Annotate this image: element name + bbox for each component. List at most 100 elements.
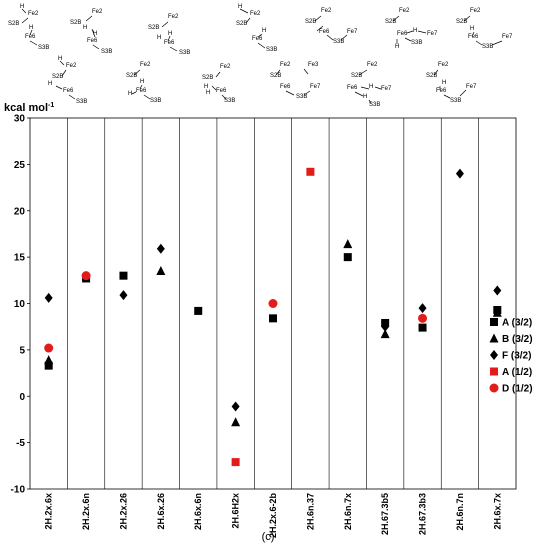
atom-label: H [140,79,144,85]
atom-label: H [93,31,97,37]
atom-label: S2B [270,73,281,79]
bond-line [143,94,151,100]
atom-label: S2B [202,75,213,81]
legend-label: B (3/2) [502,334,533,345]
atom-label: S3B [266,47,277,53]
atom-label: S2B [426,73,437,79]
atom-label: S3B [333,39,344,45]
atom-label: S3B [76,99,87,105]
data-point [418,323,427,332]
data-point [306,167,315,176]
data-marks [44,167,502,467]
y-tick-label: 5 [19,345,25,356]
data-point [343,253,352,262]
data-point [44,343,54,353]
panel-label: (c) [262,531,275,543]
atom-label: S2B [8,21,19,27]
data-point [231,401,240,412]
atom-label: Fe7 [347,29,358,35]
atom-label: H [262,28,266,34]
bond-line [475,40,483,46]
x-tick-label: 2H.6n.7x [343,493,353,530]
atom-label: H [206,90,210,96]
data-point [268,299,278,308]
bond-line [326,34,334,41]
atom-label: H [470,26,474,32]
legend-label: A (3/2) [502,318,532,329]
atom-label: S2B [148,25,159,31]
atom-label: H [204,84,208,90]
bond-line [463,15,471,22]
atom-label: S3B [179,50,190,56]
data-point [418,313,428,323]
data-point [492,307,502,317]
atom-label: Fe6 [25,34,36,40]
data-point [156,266,166,276]
atom-label: S2B [351,73,362,79]
legend: A (3/2) B (3/2) F (3/2) A (1/2) D (1/2) [489,318,533,395]
atom-label: Fe2 [28,11,39,17]
x-tick-label: 2H.6x.7x [492,493,502,530]
atom-label: Fe7 [381,86,392,92]
bond-line [29,40,38,46]
atom-label: H [168,31,172,37]
atom-label: S2B [305,19,316,25]
x-tick-label: 2H.6n.37 [305,493,315,530]
x-tick-label: 2H.2x.6-2b [268,493,278,539]
atom-label: Fe6 [164,40,175,46]
atom-label: S2B [52,74,63,80]
y-tick-label: 20 [14,206,26,217]
atom-label: S3B [38,45,49,51]
atom-label: Fe6 [252,36,263,42]
atom-label: Fe2 [140,62,151,68]
atom-label: S3B [411,40,422,46]
atom-label: S3B [296,94,307,100]
bond-line [471,31,475,37]
atom-label: Fe6 [347,85,358,91]
bond-line [303,68,309,75]
data-point [381,321,390,332]
data-point [44,292,53,303]
bond-line [29,29,33,36]
atom-label: H [157,35,161,41]
bond-line [406,30,414,34]
bond-line [433,69,439,76]
x-tick-label: 2H.6H2x [231,493,241,529]
atom-label: H [83,25,87,31]
atom-label: Fe6 [87,38,98,44]
x-tick-label: 2H.6n.7n [455,493,465,531]
atom-label: Fe2 [250,11,261,17]
gridlines [67,118,479,489]
atom-label: Fe6 [319,29,330,35]
y-tick-label: 15 [14,253,26,264]
bond-line [374,86,382,90]
bond-line [358,69,368,76]
legend-label: D (1/2) [502,384,533,395]
atom-label: Fe6 [436,88,447,94]
atom-label: S2B [385,19,396,25]
atom-label: S3B [369,102,380,108]
bond-line [404,37,412,42]
bond-line [55,85,63,90]
atom-label: S3B [450,98,461,104]
structure-diagrams: HFe2S2BHFe6S3BFe2S2BHHFe6S3BFe2S2BHHFe6S… [8,4,513,108]
bond-line [392,15,400,22]
bond-line [257,33,263,38]
y-axis-label: kcal mol-1 [4,102,54,114]
y-tick-label: 10 [14,299,26,310]
atom-label: Fe2 [220,64,231,70]
data-point [380,329,390,339]
atom-label: H [58,56,62,62]
bond-line [221,94,227,100]
